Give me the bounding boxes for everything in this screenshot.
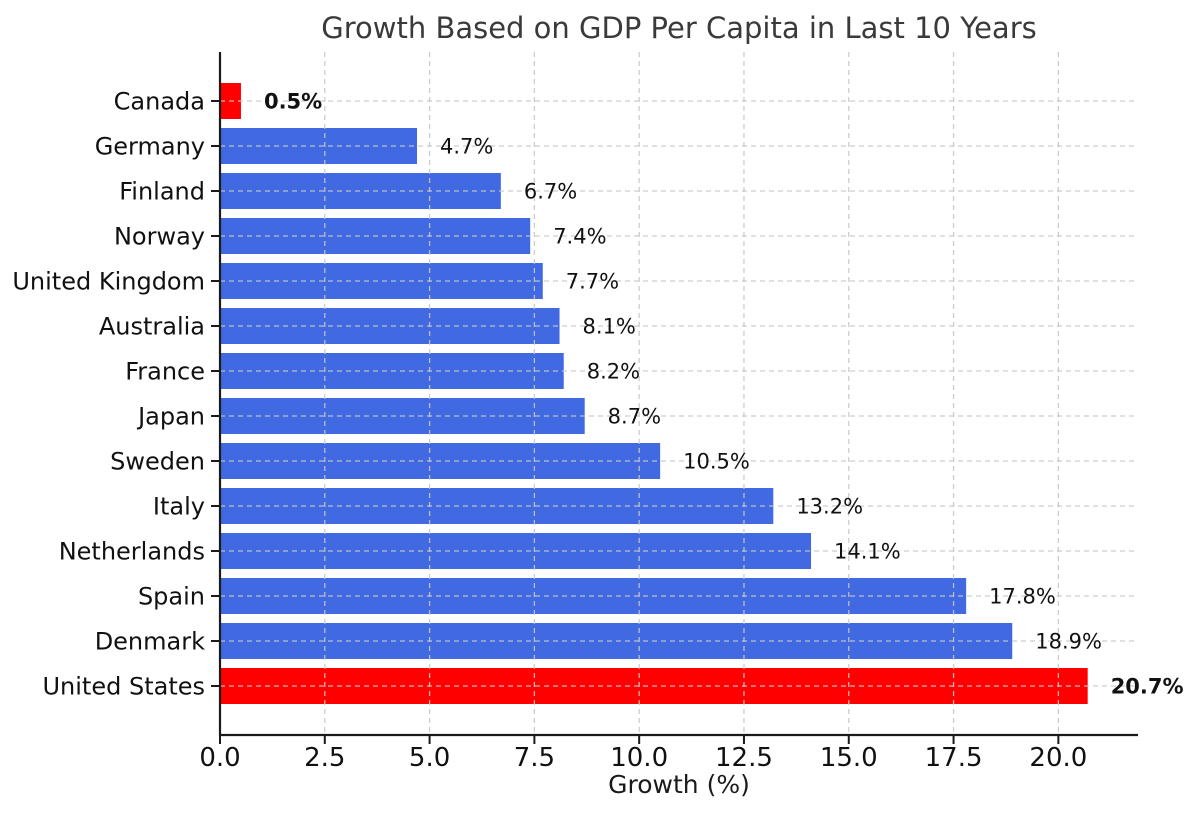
category-label-canada: Canada	[114, 88, 205, 116]
category-label-germany: Germany	[95, 133, 205, 161]
x-tick-label: 0.0	[199, 743, 240, 773]
value-label-united-states: 20.7%	[1111, 675, 1184, 699]
value-label-germany: 4.7%	[440, 135, 493, 159]
x-axis-label: Growth (%)	[608, 770, 750, 799]
labels-layer: 0.0 2.5 5.0 7.5 10.0 12.5 15.0 17.5 20.0 Canada Ge…	[12, 88, 1183, 774]
bar-united-kingdom	[220, 263, 543, 299]
value-label-netherlands: 14.1%	[834, 540, 901, 564]
x-tick-label: 10.0	[610, 743, 668, 773]
x-tick-label: 5.0	[409, 743, 450, 773]
x-tick-label: 7.5	[514, 743, 555, 773]
x-tick-label: 15.0	[820, 743, 878, 773]
category-label-france: France	[125, 358, 205, 386]
x-tick-label: 2.5	[304, 743, 345, 773]
value-label-japan: 8.7%	[608, 405, 661, 429]
value-label-denmark: 18.9%	[1035, 630, 1102, 654]
category-label-norway: Norway	[114, 223, 205, 251]
x-tick-label: 17.5	[925, 743, 983, 773]
x-tick-label: 12.5	[715, 743, 773, 773]
value-label-italy: 13.2%	[796, 495, 863, 519]
category-label-japan: Japan	[136, 403, 205, 431]
category-label-netherlands: Netherlands	[59, 538, 205, 566]
value-label-spain: 17.8%	[989, 585, 1056, 609]
category-label-finland: Finland	[119, 178, 205, 206]
value-label-australia: 8.1%	[583, 315, 636, 339]
value-label-united-kingdom: 7.7%	[566, 270, 619, 294]
category-label-united-kingdom: United Kingdom	[12, 268, 205, 296]
category-label-denmark: Denmark	[95, 628, 205, 656]
category-label-spain: Spain	[138, 583, 205, 611]
bar-netherlands	[220, 533, 812, 569]
value-label-france: 8.2%	[587, 360, 640, 384]
axes-layer	[211, 52, 1138, 744]
category-label-united-states: United States	[42, 673, 205, 701]
x-tick-label: 20.0	[1029, 743, 1087, 773]
category-label-italy: Italy	[153, 493, 205, 521]
category-label-australia: Australia	[99, 313, 205, 341]
chart-title: Growth Based on GDP Per Capita in Last 1…	[321, 11, 1036, 45]
category-label-sweden: Sweden	[110, 448, 205, 476]
bars-layer	[220, 83, 1088, 704]
value-label-finland: 6.7%	[524, 180, 577, 204]
value-label-sweden: 10.5%	[683, 450, 750, 474]
value-label-canada: 0.5%	[264, 90, 322, 114]
value-label-norway: 7.4%	[553, 225, 606, 249]
